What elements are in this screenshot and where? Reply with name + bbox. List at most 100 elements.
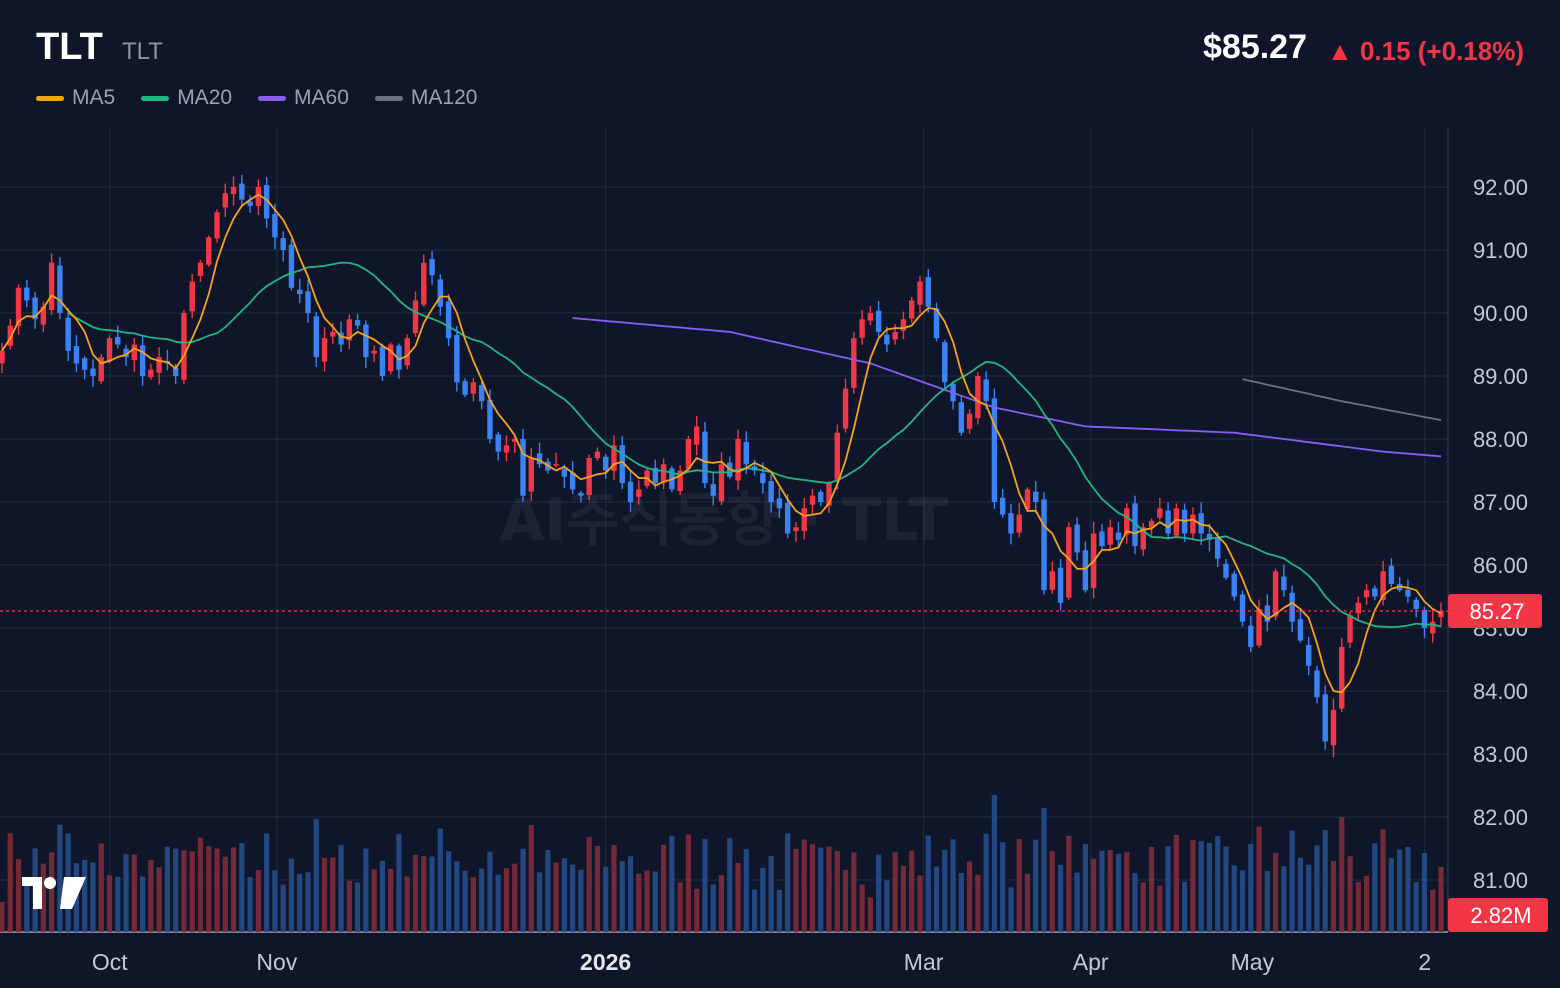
candle-body [884, 334, 890, 345]
candle-body [48, 262, 55, 311]
volume-bar [950, 839, 956, 932]
candle-body [1099, 531, 1105, 547]
volume-bar [776, 889, 782, 932]
candle-body [1347, 615, 1353, 643]
candle-body [1264, 605, 1271, 622]
candle-body [0, 350, 5, 364]
volume-bar [578, 869, 584, 932]
volume-bar [801, 839, 807, 932]
last-price-tag-label: 85.27 [1469, 599, 1524, 624]
y-tick-label: 90.00 [1473, 301, 1528, 326]
volume-bar [90, 862, 96, 932]
candle-body [536, 453, 543, 465]
volume-bar [1380, 829, 1386, 932]
legend-item-ma5[interactable]: MA5 [36, 86, 115, 110]
volume-bar [809, 844, 816, 932]
candle-body [958, 402, 965, 433]
candle-body [1198, 513, 1204, 534]
candle-body [1380, 571, 1386, 601]
candle-body [454, 335, 460, 383]
candle-body [933, 308, 940, 339]
candle-body [983, 379, 989, 402]
volume-bar [1074, 872, 1080, 932]
volume-bar [1223, 846, 1229, 932]
candle-body [379, 346, 386, 376]
legend-item-ma20[interactable]: MA20 [141, 86, 232, 110]
legend-label: MA120 [410, 86, 478, 109]
candle-body [917, 281, 923, 305]
volume-bar [619, 861, 625, 932]
ma-line-ma120 [1242, 378, 1442, 421]
y-tick-label: 84.00 [1473, 679, 1528, 704]
volume-bar [727, 838, 733, 932]
candle-body [445, 301, 452, 339]
legend-item-ma60[interactable]: MA60 [258, 86, 349, 110]
volume-bar [1272, 853, 1279, 932]
volume-bar [884, 880, 890, 932]
last-price-tag [1448, 593, 1542, 628]
candle-body [313, 316, 319, 358]
volume-bar [445, 851, 452, 932]
volume-bar [313, 818, 319, 932]
candle-body [7, 325, 13, 346]
candle-body [909, 300, 915, 319]
candle-body [1272, 571, 1279, 617]
volume-tag-label: 2.82M [1470, 903, 1531, 928]
legend-swatch [141, 95, 170, 101]
legend-item-ma120[interactable]: MA120 [374, 86, 478, 110]
candle-body [975, 376, 981, 419]
volume-bar [1148, 846, 1155, 932]
candle-body [1231, 573, 1237, 597]
candle-body [603, 456, 609, 471]
volume-bar [520, 848, 526, 932]
candle-body [181, 313, 187, 380]
volume-bar [1000, 842, 1006, 932]
candle-body [569, 472, 576, 490]
candle-body [363, 324, 369, 358]
watermark: AI주식동향 · TLT [500, 486, 949, 554]
x-tick-label: 2026 [580, 949, 631, 975]
candle-body [1248, 625, 1254, 647]
candle-body [98, 357, 104, 382]
volume-bar [1107, 849, 1113, 932]
volume-bar [1339, 817, 1345, 932]
candle-body [685, 439, 692, 469]
volume-bar [379, 860, 386, 932]
candle-body [222, 193, 228, 208]
legend-label: MA20 [177, 86, 233, 109]
candle-body [652, 467, 659, 484]
candle-body [462, 381, 468, 395]
volume-bar [1206, 842, 1213, 932]
ma-legend: MA5 MA20 MA60 MA120 [36, 86, 477, 110]
candle-body [272, 214, 278, 238]
candle-body [561, 468, 568, 477]
volume-bar [909, 850, 915, 932]
candle-body [1314, 670, 1320, 698]
candle-body [1140, 527, 1146, 550]
candle-body [1322, 694, 1328, 742]
candle-body [1256, 609, 1262, 646]
candle-body [1330, 709, 1337, 746]
candle-body [387, 344, 394, 372]
volume-bar [851, 852, 857, 932]
candle-body [65, 317, 71, 351]
candle-body [40, 306, 47, 325]
volume-bar [470, 877, 476, 932]
volume-bar [702, 839, 708, 932]
volume-bar [1297, 857, 1304, 932]
candle-body [1430, 621, 1436, 634]
volume-bar [437, 828, 443, 932]
volume-bar [189, 851, 195, 932]
candle-body [421, 262, 427, 305]
volume-bar [123, 854, 129, 932]
candle-body [214, 212, 220, 239]
volume-bar [321, 857, 328, 932]
volume-bar [603, 866, 609, 932]
volume-bar [1281, 866, 1287, 932]
volume-bar [40, 863, 46, 932]
price-change: ▲ 0.15 (+0.18%) [1326, 36, 1524, 66]
candle-body [784, 502, 791, 534]
candle-body [999, 497, 1006, 515]
tradingview-logo-icon [22, 877, 86, 909]
